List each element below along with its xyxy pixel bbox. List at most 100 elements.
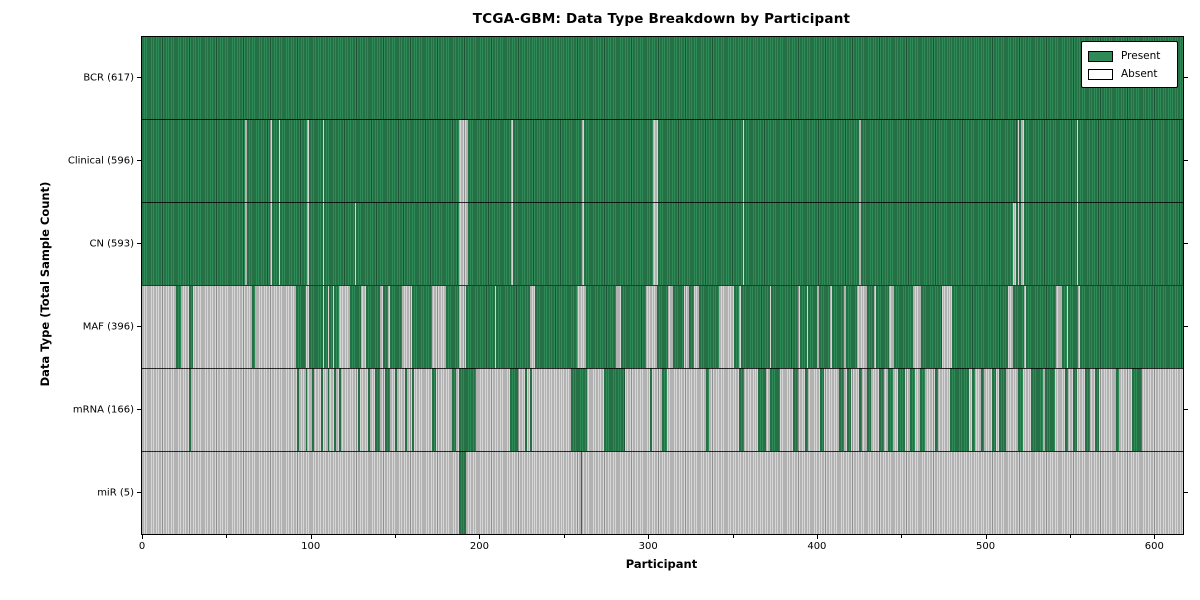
present-segment — [859, 368, 863, 452]
row-mrna — [142, 368, 1183, 452]
present-segment — [334, 285, 340, 369]
present-segment — [339, 368, 342, 452]
x-tick-label: 400 — [807, 541, 827, 552]
row-label-clinical: Clinical (596) — [67, 155, 134, 167]
present-segment — [867, 285, 875, 369]
present-segment — [999, 368, 1006, 452]
legend-label-absent: Absent — [1121, 68, 1158, 80]
present-segment — [445, 285, 460, 369]
x-tick-label: 200 — [469, 541, 489, 552]
present-segment — [1132, 368, 1143, 452]
present-segment — [530, 368, 532, 452]
present-segment — [1044, 368, 1055, 452]
y-tick — [1184, 77, 1188, 79]
present-segment — [1026, 285, 1057, 369]
x-tick — [310, 535, 312, 539]
present-segment — [1115, 368, 1119, 452]
plot-area — [141, 36, 1184, 535]
present-segment — [658, 202, 743, 286]
present-segment — [1015, 202, 1018, 286]
legend-label-present: Present — [1121, 50, 1161, 62]
y-tick — [1184, 408, 1188, 410]
y-tick — [137, 243, 141, 245]
y-axis-label: Data Type (Total Sample Count) — [38, 181, 52, 387]
present-segment — [465, 285, 495, 369]
present-segment — [390, 285, 402, 369]
present-segment — [142, 202, 245, 286]
row-separator — [142, 119, 1183, 121]
present-segment — [584, 202, 654, 286]
present-segment — [585, 285, 617, 369]
present-segment — [1061, 285, 1067, 369]
x-minor-tick — [563, 535, 565, 538]
x-tick — [1154, 535, 1156, 539]
present-segment — [1019, 119, 1021, 203]
x-tick-label: 600 — [1144, 541, 1164, 552]
present-segment — [357, 368, 360, 452]
y-tick — [1184, 160, 1188, 162]
present-segment — [513, 202, 583, 286]
present-segment — [584, 119, 654, 203]
present-segment — [621, 285, 647, 369]
x-minor-tick — [1069, 535, 1071, 538]
row-clinical — [142, 119, 1183, 203]
present-segment — [1012, 285, 1025, 369]
row-separator — [142, 367, 1183, 369]
present-segment — [295, 285, 306, 369]
present-segment — [329, 285, 333, 369]
present-segment — [919, 368, 925, 452]
present-segment — [1017, 368, 1023, 452]
row-cn — [142, 202, 1183, 286]
y-tick — [137, 408, 141, 410]
x-tick — [816, 535, 818, 539]
present-segment — [411, 285, 433, 369]
present-segment — [818, 285, 831, 369]
present-segment — [934, 368, 939, 452]
present-segment — [411, 368, 414, 452]
present-segment — [992, 368, 996, 452]
present-segment — [1085, 368, 1091, 452]
present-segment — [757, 368, 767, 452]
x-axis-label: Participant — [625, 557, 698, 571]
present-segment — [459, 451, 466, 534]
present-segment — [356, 202, 460, 286]
present-segment — [740, 285, 770, 369]
present-segment — [366, 285, 380, 369]
legend: Present Absent — [1081, 41, 1178, 88]
x-tick-label: 100 — [301, 541, 321, 552]
present-segment — [649, 368, 652, 452]
present-segment — [251, 285, 256, 369]
x-tick-label: 300 — [638, 541, 658, 552]
present-segment — [309, 119, 323, 203]
present-segment — [875, 285, 890, 369]
present-segment — [1064, 368, 1069, 452]
row-separator — [142, 202, 1183, 204]
x-minor-tick — [901, 535, 903, 538]
present-segment — [832, 285, 844, 369]
row-label-mrna: mRNA (166) — [72, 404, 134, 416]
legend-item-present: Present — [1088, 47, 1171, 65]
row-maf — [142, 285, 1183, 369]
x-tick — [648, 535, 650, 539]
y-tick — [1184, 243, 1188, 245]
present-segment — [887, 368, 893, 452]
present-segment — [820, 368, 824, 452]
present-segment — [368, 368, 370, 452]
row-separator — [142, 285, 1183, 286]
present-segment — [280, 119, 308, 203]
present-segment — [175, 285, 181, 369]
x-minor-tick — [395, 535, 397, 538]
present-segment — [705, 368, 709, 452]
present-segment — [327, 368, 330, 452]
row-label-mir: miR (5) — [97, 487, 134, 499]
x-tick-label: 0 — [138, 541, 146, 552]
x-tick — [985, 535, 987, 539]
chart-title: TCGA-GBM: Data Type Breakdown by Partici… — [472, 11, 851, 27]
x-tick — [142, 535, 143, 539]
present-segment — [661, 368, 667, 452]
y-tick — [137, 160, 141, 162]
present-segment — [312, 368, 315, 452]
present-segment — [673, 285, 684, 369]
present-segment — [189, 368, 191, 452]
present-segment — [459, 368, 477, 452]
